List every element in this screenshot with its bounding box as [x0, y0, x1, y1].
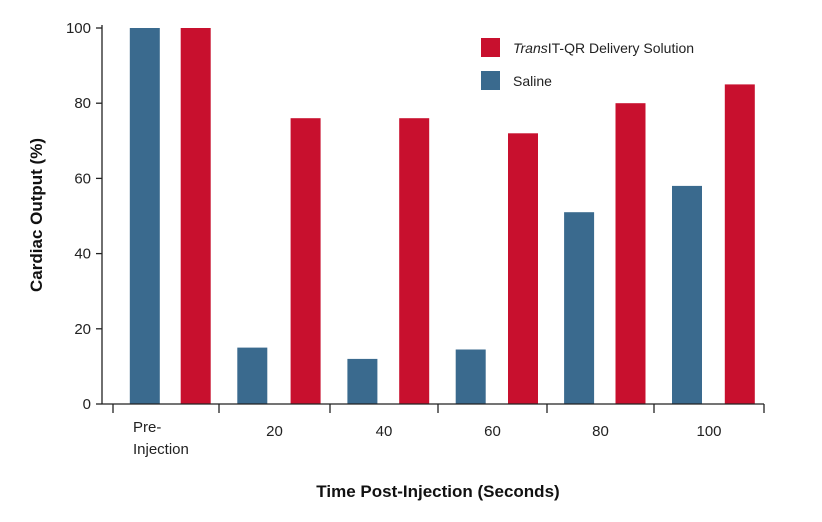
bars-group [129, 28, 755, 405]
x-tick-label: 60 [484, 423, 501, 440]
bar-transit-40s [399, 118, 430, 404]
legend: TransIT-QR Delivery Solution Saline [481, 38, 694, 90]
x-ticks-group: Pre-Injection 20 40 60 80 100 [112, 404, 765, 458]
x-tick-label: 40 [376, 423, 393, 440]
x-tick-label: Pre-Injection [133, 419, 189, 458]
bar-saline-40s [347, 358, 378, 404]
bar-saline-pre-injection [129, 28, 160, 404]
bar-transit-80s [615, 103, 646, 404]
y-tick-label: 40 [74, 246, 91, 263]
legend-label-transit: TransIT-QR Delivery Solution [513, 40, 694, 56]
y-tick-label: 80 [74, 95, 91, 112]
y-tick-label: 100 [66, 20, 91, 37]
bar-saline-20s [237, 347, 268, 404]
bar-saline-60s [455, 349, 486, 404]
legend-swatch-saline [481, 71, 500, 90]
bar-transit-60s [508, 133, 538, 405]
bar-saline-100s [672, 185, 702, 404]
x-tick-label: 80 [592, 423, 609, 440]
bar-transit-100s [724, 84, 755, 405]
bar-saline-80s [564, 212, 595, 404]
legend-swatch-transit [481, 38, 500, 57]
legend-label-saline: Saline [513, 73, 552, 89]
y-tick-label: 0 [83, 396, 91, 413]
x-tick-label: 20 [266, 423, 283, 440]
x-axis-title: Time Post-Injection (Seconds) [316, 482, 559, 501]
y-ticks-group: 0 20 40 60 80 100 [66, 20, 102, 413]
bar-transit-pre-injection [180, 28, 211, 404]
y-tick-label: 60 [74, 170, 91, 187]
y-axis-title: Cardiac Output (%) [27, 138, 46, 292]
x-tick-label: 100 [696, 423, 721, 440]
y-tick-label: 20 [74, 321, 91, 338]
bar-transit-20s [290, 118, 321, 404]
